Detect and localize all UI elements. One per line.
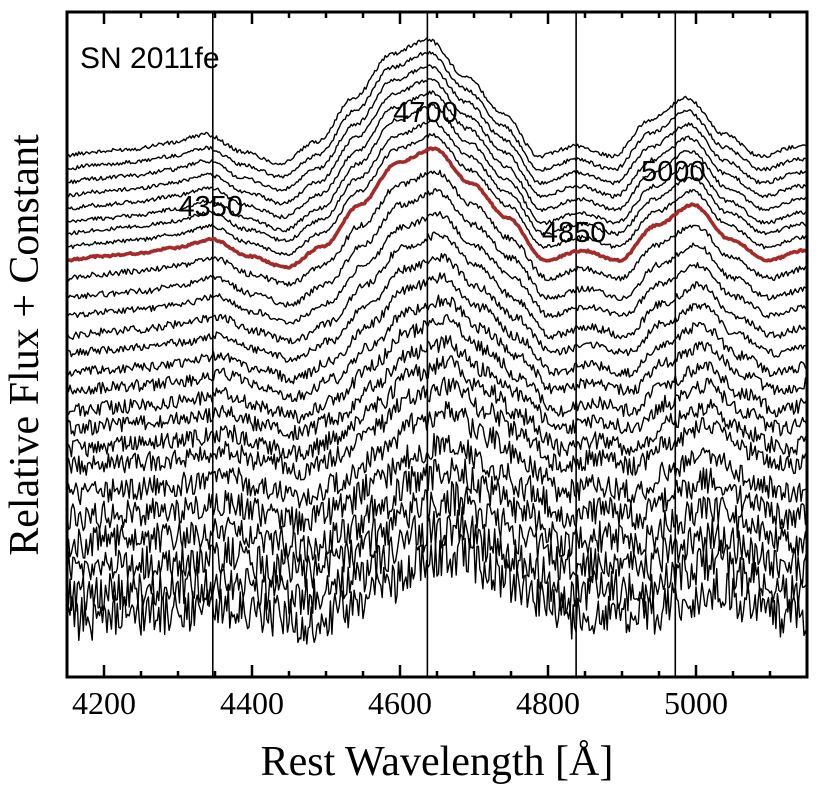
spectrum-line (66, 533, 808, 645)
y-axis-title: Relative Flux + Constant (2, 134, 48, 556)
spectrum-line (66, 37, 808, 166)
x-axis-title: Rest Wavelength [Å] (261, 739, 614, 785)
spectrum-line (66, 78, 808, 206)
spectrum-line (66, 64, 808, 192)
spectrum-line (66, 335, 808, 441)
spectrum-line (66, 188, 808, 308)
spectrum-line (66, 506, 808, 616)
spectrum-line (66, 103, 808, 233)
spectrum-line (66, 376, 808, 481)
x-tick-label-4600: 4600 (368, 685, 432, 721)
spectrum-line (66, 314, 808, 424)
chart-title: SN 2011fe (80, 42, 220, 75)
spectrum-line (66, 272, 808, 385)
spectrum-line (66, 253, 808, 363)
marker-label-4850: 4850 (542, 217, 607, 249)
spectrum-line (66, 90, 808, 220)
spectrum-line (66, 481, 808, 589)
x-tick-label-5000: 5000 (664, 685, 728, 721)
spectrum-line (66, 132, 808, 257)
spectrum-line (66, 294, 808, 403)
spectrum-line (66, 119, 808, 243)
x-tick-label-4200: 4200 (72, 685, 136, 721)
x-axis-ticks: 4200 4400 4600 4800 5000 (65, 12, 809, 721)
spectrum-line (66, 433, 808, 535)
x-tick-label-4800: 4800 (516, 685, 580, 721)
spectrum-line (66, 169, 808, 287)
spectrum-line (66, 355, 808, 463)
spectrum-line (66, 457, 808, 563)
spectrum-line (66, 50, 808, 179)
x-tick-label-4400: 4400 (220, 685, 284, 721)
spectrum-line (66, 231, 808, 345)
spectrum-line (66, 211, 808, 325)
spectrum-line (66, 400, 808, 509)
spectra-series (66, 37, 808, 645)
spectrum-highlighted (66, 146, 808, 270)
